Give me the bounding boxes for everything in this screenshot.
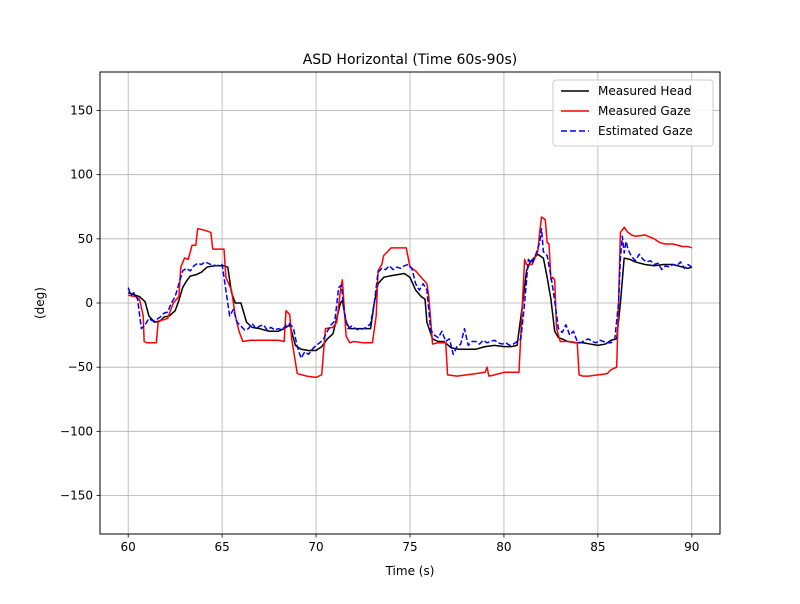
legend: Measured Head Measured Gaze Estimated Ga… <box>552 79 714 147</box>
legend-label-estimated-gaze: Estimated Gaze <box>598 124 693 138</box>
y-tick-label: −150 <box>60 489 93 503</box>
x-tick-label: 60 <box>121 540 136 554</box>
legend-label-measured-head: Measured Head <box>598 84 692 98</box>
y-axis-label: (deg) <box>33 287 47 319</box>
legend-box <box>552 79 714 147</box>
y-tick-label: 0 <box>85 296 93 310</box>
x-tick-label: 75 <box>402 540 417 554</box>
y-tick-label: 100 <box>70 168 93 182</box>
x-tick-label: 70 <box>308 540 323 554</box>
y-tick-label: −100 <box>60 424 93 438</box>
y-tick-label: 50 <box>78 232 93 246</box>
y-tick-label: 150 <box>70 104 93 118</box>
chart-title: ASD Horizontal (Time 60s-90s) <box>303 52 518 68</box>
series-layer <box>127 216 693 379</box>
y-tick-label: −50 <box>68 360 93 374</box>
x-tick-label: 90 <box>684 540 699 554</box>
x-tick-label: 80 <box>496 540 511 554</box>
x-tick-label: 65 <box>214 540 229 554</box>
grid-layer <box>100 72 720 534</box>
x-axis-label: Time (s) <box>385 564 435 578</box>
tick-layer: 60 65 70 75 80 85 90 150 100 50 0 −50 −100 −150 <box>60 104 699 555</box>
legend-label-measured-gaze: Measured Gaze <box>598 104 691 118</box>
x-tick-label: 85 <box>590 540 605 554</box>
series-line-estimated-gaze <box>127 227 693 359</box>
